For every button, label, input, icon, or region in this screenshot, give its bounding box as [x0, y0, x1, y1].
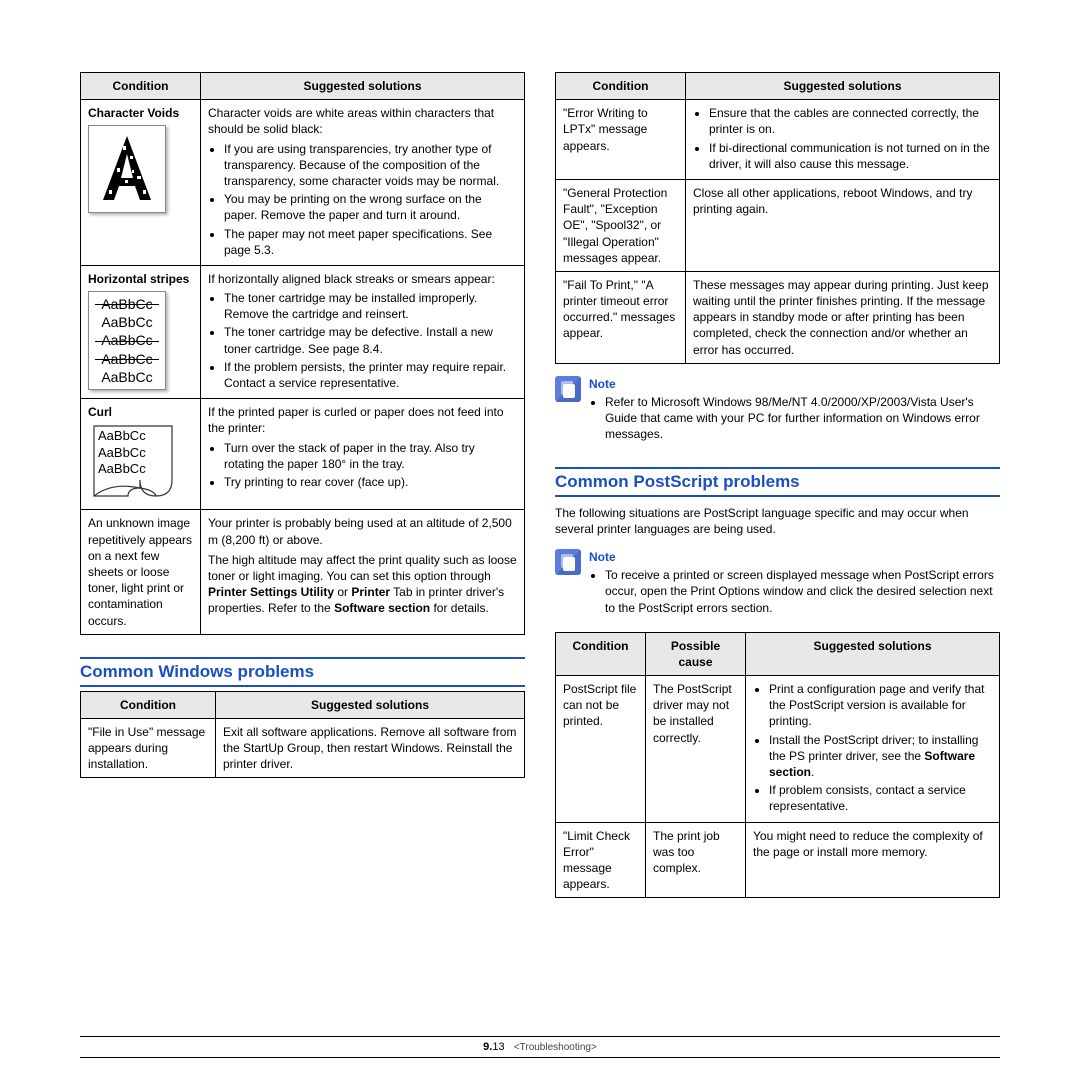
note-windows: Note Refer to Microsoft Windows 98/Me/NT…: [555, 376, 1000, 445]
intro-text: If the printed paper is curled or paper …: [208, 404, 517, 436]
sample-line: AaBbCc: [98, 461, 146, 477]
altitude-text: The high altitude may affect the print q…: [208, 552, 517, 617]
right-column: Condition Suggested solutions "Error Wri…: [555, 72, 1000, 898]
th-solutions: Suggested solutions: [201, 73, 525, 100]
sol-character-voids: Character voids are white areas within c…: [201, 100, 525, 266]
sol-horizontal-stripes: If horizontally aligned black streaks or…: [201, 265, 525, 398]
sol-limit-check: You might need to reduce the complexity …: [746, 822, 1000, 898]
label-horizontal-stripes: Horizontal stripes: [88, 271, 193, 287]
sample-line: AaBbCc: [89, 295, 165, 313]
intro-text: If horizontally aligned black streaks or…: [208, 271, 517, 287]
bullet: If problem consists, contact a service r…: [769, 782, 992, 814]
sample-horizontal-stripes: AaBbCc AaBbCc AaBbCc AaBbCc AaBbCc: [88, 291, 166, 390]
sample-line: AaBbCc: [89, 313, 165, 331]
postscript-intro: The following situations are PostScript …: [555, 505, 1000, 537]
note-postscript: Note To receive a printed or screen disp…: [555, 549, 1000, 618]
label-character-voids: Character Voids: [88, 105, 193, 121]
cond-ps-file: PostScript file can not be printed.: [556, 676, 646, 823]
bullet: If the problem persists, the printer may…: [224, 359, 517, 391]
th-condition: Condition: [556, 632, 646, 675]
postscript-table: Condition Possible cause Suggested solut…: [555, 632, 1000, 899]
bullet: If bi-directional communication is not t…: [709, 140, 992, 172]
sol-ps-file: Print a configuration page and verify th…: [746, 676, 1000, 823]
th-solutions: Suggested solutions: [686, 73, 1000, 100]
th-solutions: Suggested solutions: [746, 632, 1000, 675]
bullet: Ensure that the cables are connected cor…: [709, 105, 992, 137]
bullet: The paper may not meet paper specificati…: [224, 226, 517, 258]
section-postscript-problems: Common PostScript problems: [555, 467, 1000, 497]
sample-line: AaBbCc: [98, 428, 146, 444]
section-windows-problems: Common Windows problems: [80, 657, 525, 687]
cause-limit-check: The print job was too complex.: [646, 822, 746, 898]
page-section: <Troubleshooting>: [514, 1042, 597, 1053]
print-quality-table: Condition Suggested solutions Character …: [80, 72, 525, 635]
bullet: Turn over the stack of paper in the tray…: [224, 440, 517, 472]
th-condition: Condition: [556, 73, 686, 100]
sample-character-voids: [88, 125, 166, 213]
bullet: If you are using transparencies, try ano…: [224, 141, 517, 190]
bullet: Try printing to rear cover (face up).: [224, 474, 517, 490]
cond-horizontal-stripes: Horizontal stripes AaBbCc AaBbCc AaBbCc …: [81, 265, 201, 398]
windows-problems-table-cont: Condition Suggested solutions "Error Wri…: [555, 72, 1000, 364]
note-text: Refer to Microsoft Windows 98/Me/NT 4.0/…: [605, 394, 1000, 443]
sol-file-in-use: Exit all software applications. Remove a…: [216, 718, 525, 778]
cond-curl: Curl AaBbCc AaBbCc AaBbCc: [81, 399, 201, 510]
th-solutions: Suggested solutions: [216, 691, 525, 718]
cond-limit-check: "Limit Check Error" message appears.: [556, 822, 646, 898]
bullet: Install the PostScript driver; to instal…: [769, 732, 992, 781]
th-cause: Possible cause: [646, 632, 746, 675]
sol-gpf: Close all other applications, reboot Win…: [686, 179, 1000, 271]
sol-unknown-image: Your printer is probably being used at a…: [201, 510, 525, 634]
cond-fail-to-print: "Fail To Print," "A printer timeout erro…: [556, 271, 686, 363]
note-icon: [555, 376, 581, 402]
bullet: You may be printing on the wrong surface…: [224, 191, 517, 223]
sol-error-lptx: Ensure that the cables are connected cor…: [686, 100, 1000, 180]
th-condition: Condition: [81, 73, 201, 100]
cond-unknown-image: An unknown image repetitively appears on…: [81, 510, 201, 634]
sol-fail-to-print: These messages may appear during printin…: [686, 271, 1000, 363]
cause-ps-file: The PostScript driver may not be install…: [646, 676, 746, 823]
sample-line: AaBbCc: [89, 368, 165, 386]
page-number: 13: [492, 1041, 504, 1053]
bullet: Print a configuration page and verify th…: [769, 681, 992, 730]
note-text: To receive a printed or screen displayed…: [605, 567, 1000, 616]
bullet: The toner cartridge may be defective. In…: [224, 324, 517, 356]
sol-curl: If the printed paper is curled or paper …: [201, 399, 525, 510]
windows-problems-table: Condition Suggested solutions "File in U…: [80, 691, 525, 779]
cond-file-in-use: "File in Use" message appears during ins…: [81, 718, 216, 778]
intro-text: Character voids are white areas within c…: [208, 105, 517, 137]
cond-error-lptx: "Error Writing to LPTx" message appears.: [556, 100, 686, 180]
sample-line: AaBbCc: [98, 445, 146, 461]
note-icon: [555, 549, 581, 575]
cond-gpf: "General Protection Fault", "Exception O…: [556, 179, 686, 271]
sample-curl: AaBbCc AaBbCc AaBbCc: [88, 424, 178, 504]
note-label: Note: [589, 549, 1000, 565]
bullet: The toner cartridge may be installed imp…: [224, 290, 517, 322]
intro-text: Your printer is probably being used at a…: [208, 515, 517, 547]
label-curl: Curl: [88, 404, 193, 420]
sample-line: AaBbCc: [89, 331, 165, 349]
sample-line: AaBbCc: [89, 350, 165, 368]
cond-character-voids: Character Voids: [81, 100, 201, 266]
page-chapter: 9.: [483, 1041, 492, 1053]
page-footer: 9.13 <Troubleshooting>: [80, 1036, 1000, 1058]
note-label: Note: [589, 376, 1000, 392]
left-column: Condition Suggested solutions Character …: [80, 72, 525, 898]
th-condition: Condition: [81, 691, 216, 718]
